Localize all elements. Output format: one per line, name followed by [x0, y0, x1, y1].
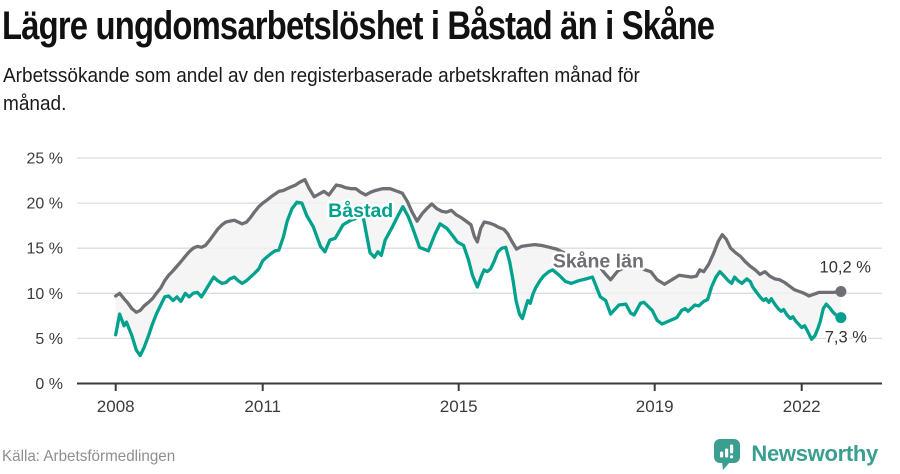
source-note: Källa: Arbetsförmedlingen — [2, 448, 176, 465]
newsworthy-wordmark: Newsworthy — [751, 441, 878, 466]
x-axis-tick-label: 2008 — [97, 397, 135, 416]
newsworthy-logo-icon — [714, 439, 741, 470]
x-axis-tick-label: 2015 — [440, 397, 478, 416]
x-axis-tick-label: 2011 — [244, 397, 281, 416]
series-end-dot — [835, 312, 847, 324]
y-axis-tick-label: 5 % — [35, 331, 63, 348]
series-end-value-label: 10,2 % — [820, 258, 872, 276]
y-axis-tick-label: 20 % — [27, 196, 63, 213]
y-axis-tick-label: 10 % — [27, 286, 63, 303]
series-end-value-label: 7,3 % — [825, 329, 868, 347]
gap-band — [115, 179, 841, 356]
x-axis-tick-label: 2022 — [783, 397, 821, 416]
series-label: Båstad — [328, 199, 393, 222]
series-line — [114, 177, 843, 314]
series-line — [114, 200, 843, 358]
series-label: Skåne län — [553, 250, 644, 273]
y-axis-tick-label: 15 % — [27, 241, 63, 258]
series-end-dot — [835, 285, 847, 297]
y-axis-tick-label: 0 % — [35, 376, 63, 393]
newsworthy-logo[interactable]: Newsworthy — [713, 438, 878, 470]
chart-title: Lägre ungdomsarbetslöshet i Båstad än i … — [2, 4, 715, 48]
x-axis-tick-label: 2019 — [636, 397, 674, 416]
y-axis-tick-label: 25 % — [27, 151, 63, 168]
chart-subtitle: Arbetssökande som andel av den registerb… — [3, 65, 640, 115]
